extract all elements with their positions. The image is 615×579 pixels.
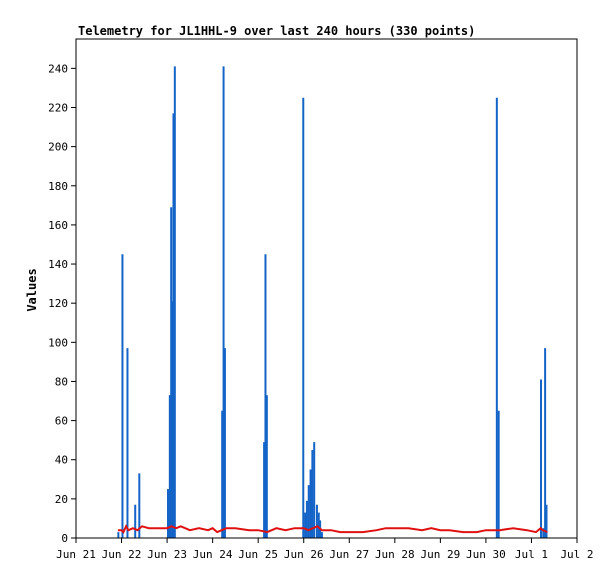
x-tick-label: Jun 22 (102, 548, 142, 561)
x-tick-label: Jul 1 (515, 548, 548, 561)
x-tick-label: Jun 28 (375, 548, 415, 561)
y-tick-label: 100 (48, 336, 68, 349)
y-tick-label: 240 (48, 62, 68, 75)
x-tick-label: Jun 26 (284, 548, 324, 561)
x-tick-label: Jun 25 (238, 548, 278, 561)
y-tick-label: 120 (48, 297, 68, 310)
x-tick-label: Jun 27 (329, 548, 369, 561)
y-tick-label: 40 (55, 454, 68, 467)
y-axis-label: Values (25, 268, 39, 311)
y-tick-label: 180 (48, 180, 68, 193)
x-tick-label: Jul 2 (560, 548, 593, 561)
y-tick-label: 160 (48, 219, 68, 232)
chart-title: Telemetry for JL1HHL-9 over last 240 hou… (78, 24, 475, 38)
y-tick-label: 60 (55, 415, 68, 428)
x-tick-label: Jun 21 (56, 548, 96, 561)
x-tick-label: Jun 24 (193, 548, 233, 561)
axes: 0 20 40 60 80 100 120 140 160 180 200 220 240 Jun 21 J… (48, 62, 593, 561)
y-tick-label: 80 (55, 375, 68, 388)
series-layer (117, 66, 548, 538)
series-2-line (117, 524, 548, 534)
y-tick-label: 200 (48, 141, 68, 154)
y-tick-label: 0 (61, 532, 68, 545)
x-tick-label: Jun 29 (420, 548, 460, 561)
x-tick-label: Jun 23 (147, 548, 187, 561)
x-tick-label: Jun 30 (466, 548, 506, 561)
y-tick-label: 220 (48, 101, 68, 114)
y-tick-label: 140 (48, 258, 68, 271)
y-tick-label: 20 (55, 493, 68, 506)
